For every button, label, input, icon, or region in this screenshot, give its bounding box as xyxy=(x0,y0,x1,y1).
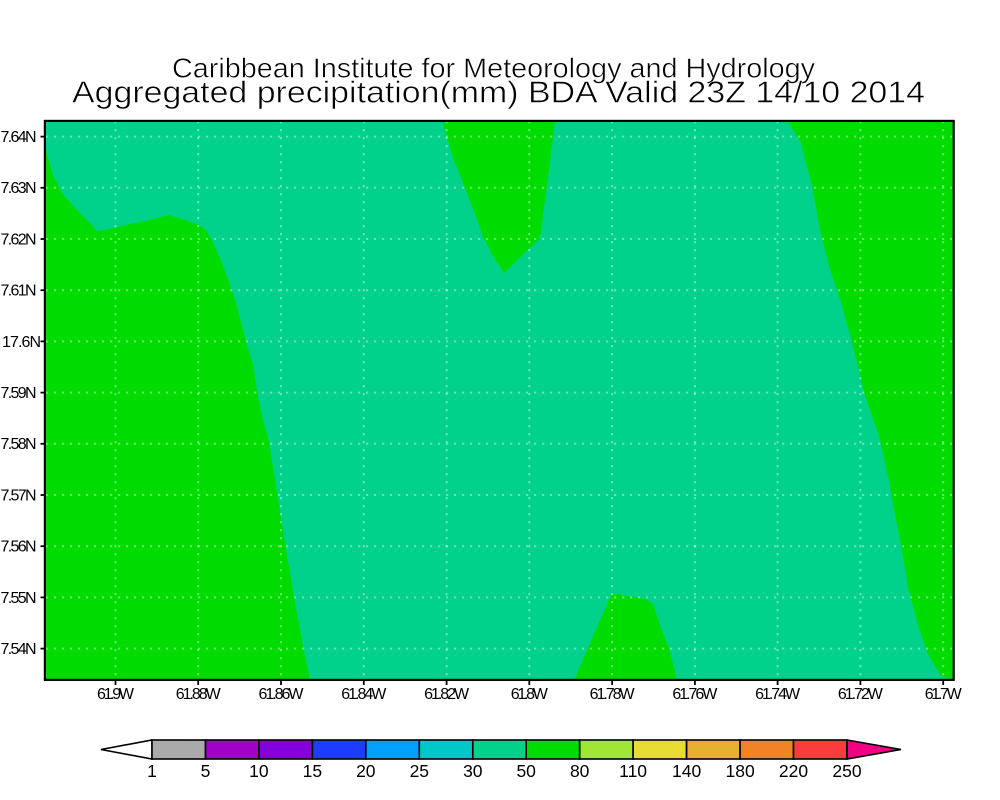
svg-text:61.9W: 61.9W xyxy=(97,686,135,703)
svg-text:80: 80 xyxy=(570,761,590,781)
svg-text:7.59N: 7.59N xyxy=(1,385,37,402)
svg-text:7.62N: 7.62N xyxy=(1,231,37,248)
svg-text:50: 50 xyxy=(516,761,536,781)
svg-text:61.78W: 61.78W xyxy=(590,686,636,703)
svg-text:250: 250 xyxy=(832,761,861,781)
svg-text:7.64N: 7.64N xyxy=(1,129,37,146)
svg-text:1: 1 xyxy=(147,761,157,781)
svg-text:61.76W: 61.76W xyxy=(672,686,718,703)
svg-text:140: 140 xyxy=(672,761,701,781)
svg-text:61.74W: 61.74W xyxy=(755,686,801,703)
svg-text:Aggregated precipitation(mm) B: Aggregated precipitation(mm) BDA Valid 2… xyxy=(72,75,925,110)
svg-text:25: 25 xyxy=(410,761,429,781)
svg-text:220: 220 xyxy=(779,761,808,781)
svg-text:61.8W: 61.8W xyxy=(511,686,549,703)
svg-text:110: 110 xyxy=(619,761,647,781)
svg-text:61.82W: 61.82W xyxy=(424,686,470,703)
svg-text:61.7W: 61.7W xyxy=(925,686,963,703)
svg-text:7.54N: 7.54N xyxy=(1,641,37,658)
svg-text:7.61N: 7.61N xyxy=(1,283,37,300)
svg-text:Caribbean Institute for Meteor: Caribbean Institute for Meteorology and … xyxy=(172,53,815,84)
svg-text:17.6N: 17.6N xyxy=(2,334,41,351)
svg-text:61.88W: 61.88W xyxy=(176,686,222,703)
svg-text:20: 20 xyxy=(356,761,376,781)
svg-text:61.84W: 61.84W xyxy=(341,686,387,703)
svg-text:10: 10 xyxy=(249,761,269,781)
svg-text:15: 15 xyxy=(303,761,322,781)
svg-text:61.72W: 61.72W xyxy=(838,686,884,703)
svg-text:180: 180 xyxy=(725,761,754,781)
svg-text:7.55N: 7.55N xyxy=(1,590,37,607)
svg-text:7.57N: 7.57N xyxy=(1,487,37,504)
svg-text:7.63N: 7.63N xyxy=(1,180,37,197)
svg-text:5: 5 xyxy=(201,761,211,781)
svg-text:61.86W: 61.86W xyxy=(259,686,305,703)
svg-text:7.58N: 7.58N xyxy=(1,436,37,453)
svg-text:30: 30 xyxy=(463,761,483,781)
svg-text:7.56N: 7.56N xyxy=(1,539,37,556)
